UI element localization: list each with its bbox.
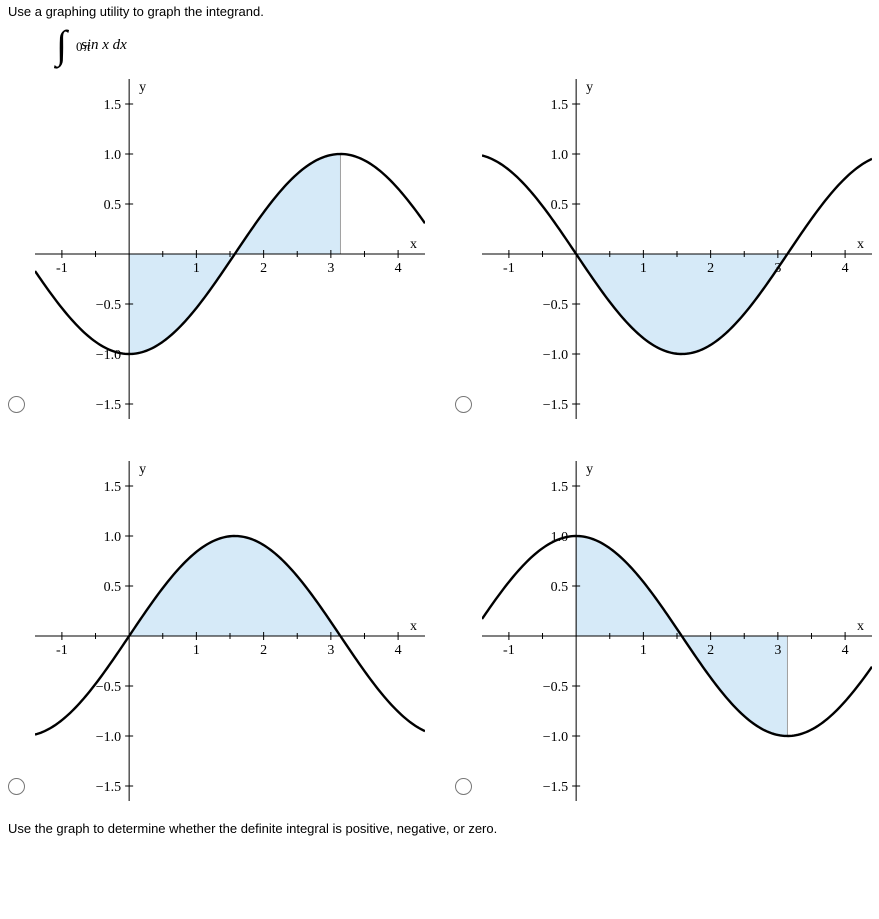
integral-expression: ∫ π 0 sin x dx [56, 25, 871, 65]
svg-text:1.5: 1.5 [551, 98, 569, 113]
chart-1: -11234−1.5−1.0−0.50.51.01.5xy [35, 79, 425, 419]
svg-text:−0.5: −0.5 [543, 680, 568, 695]
svg-text:x: x [410, 619, 417, 634]
svg-text:1: 1 [640, 643, 647, 658]
svg-text:1.5: 1.5 [104, 480, 122, 495]
integral-upper-limit: π [84, 27, 91, 67]
integral-lower-limit: 0 [76, 27, 83, 67]
svg-text:0.5: 0.5 [104, 198, 122, 213]
radio-option-4[interactable] [455, 778, 472, 795]
chart-3: -1 1 2 3 4 −1.5 −1.0 −0.5 0.5 1.0 1.5 x y [35, 461, 425, 801]
svg-text:4: 4 [395, 643, 402, 658]
svg-text:3: 3 [327, 261, 334, 276]
svg-text:4: 4 [842, 643, 849, 658]
chart-option-3: -1 1 2 3 4 −1.5 −1.0 −0.5 0.5 1.0 1.5 x y [8, 461, 425, 801]
radio-option-2[interactable] [455, 396, 472, 413]
chart-option-1: -11234−1.5−1.0−0.50.51.01.5xy [8, 79, 425, 419]
svg-text:−0.5: −0.5 [543, 298, 568, 313]
svg-text:0.5: 0.5 [551, 198, 569, 213]
svg-text:y: y [586, 462, 593, 477]
svg-text:1: 1 [640, 261, 647, 276]
svg-text:1.5: 1.5 [551, 480, 569, 495]
svg-text:−1.0: −1.0 [96, 730, 121, 745]
radio-option-3[interactable] [8, 778, 25, 795]
svg-text:2: 2 [260, 643, 267, 658]
svg-text:1.5: 1.5 [104, 98, 122, 113]
question-text: Use a graphing utility to graph the inte… [8, 4, 871, 19]
svg-text:x: x [857, 619, 864, 634]
svg-text:3: 3 [774, 643, 781, 658]
followup-text: Use the graph to determine whether the d… [8, 821, 871, 836]
svg-text:3: 3 [327, 643, 334, 658]
chart-option-4: -11234−1.5−1.0−0.50.51.01.5xy [455, 461, 872, 801]
charts-grid: -1 1 2 3 4 −1.5 −1.0 −0.5 0.5 1.0 1.5 x y -1 1 2 3 4 −1.5… [8, 79, 871, 801]
svg-text:1: 1 [193, 643, 200, 658]
chart-option-2: -11234−1.5−1.0−0.50.51.01.5xy [455, 79, 872, 419]
svg-text:1.0: 1.0 [104, 530, 122, 545]
svg-text:-1: -1 [503, 643, 515, 658]
svg-text:−1.0: −1.0 [543, 730, 568, 745]
svg-text:4: 4 [842, 261, 849, 276]
svg-text:1.0: 1.0 [104, 148, 122, 163]
svg-text:x: x [410, 237, 417, 252]
svg-text:−1.5: −1.5 [96, 398, 121, 413]
chart-2: -11234−1.5−1.0−0.50.51.01.5xy [482, 79, 872, 419]
svg-text:0.5: 0.5 [104, 580, 122, 595]
svg-text:-1: -1 [56, 261, 68, 276]
radio-option-1[interactable] [8, 396, 25, 413]
svg-text:2: 2 [260, 261, 267, 276]
svg-text:0.5: 0.5 [551, 580, 569, 595]
svg-text:1: 1 [193, 261, 200, 276]
chart-4: -11234−1.5−1.0−0.50.51.01.5xy [482, 461, 872, 801]
svg-text:−1.5: −1.5 [96, 780, 121, 795]
svg-text:1.0: 1.0 [551, 148, 569, 163]
integral-sign: ∫ π 0 [56, 25, 67, 65]
svg-text:x: x [857, 237, 864, 252]
svg-text:4: 4 [395, 261, 402, 276]
svg-text:2: 2 [707, 643, 714, 658]
svg-text:−0.5: −0.5 [96, 298, 121, 313]
svg-text:y: y [586, 80, 593, 95]
svg-text:−1.0: −1.0 [543, 348, 568, 363]
svg-text:−0.5: −0.5 [96, 680, 121, 695]
svg-text:−1.5: −1.5 [543, 398, 568, 413]
svg-text:2: 2 [707, 261, 714, 276]
svg-text:−1.5: −1.5 [543, 780, 568, 795]
svg-text:-1: -1 [503, 261, 515, 276]
svg-text:y: y [139, 80, 146, 95]
svg-text:y: y [139, 462, 146, 477]
svg-text:-1: -1 [56, 643, 68, 658]
